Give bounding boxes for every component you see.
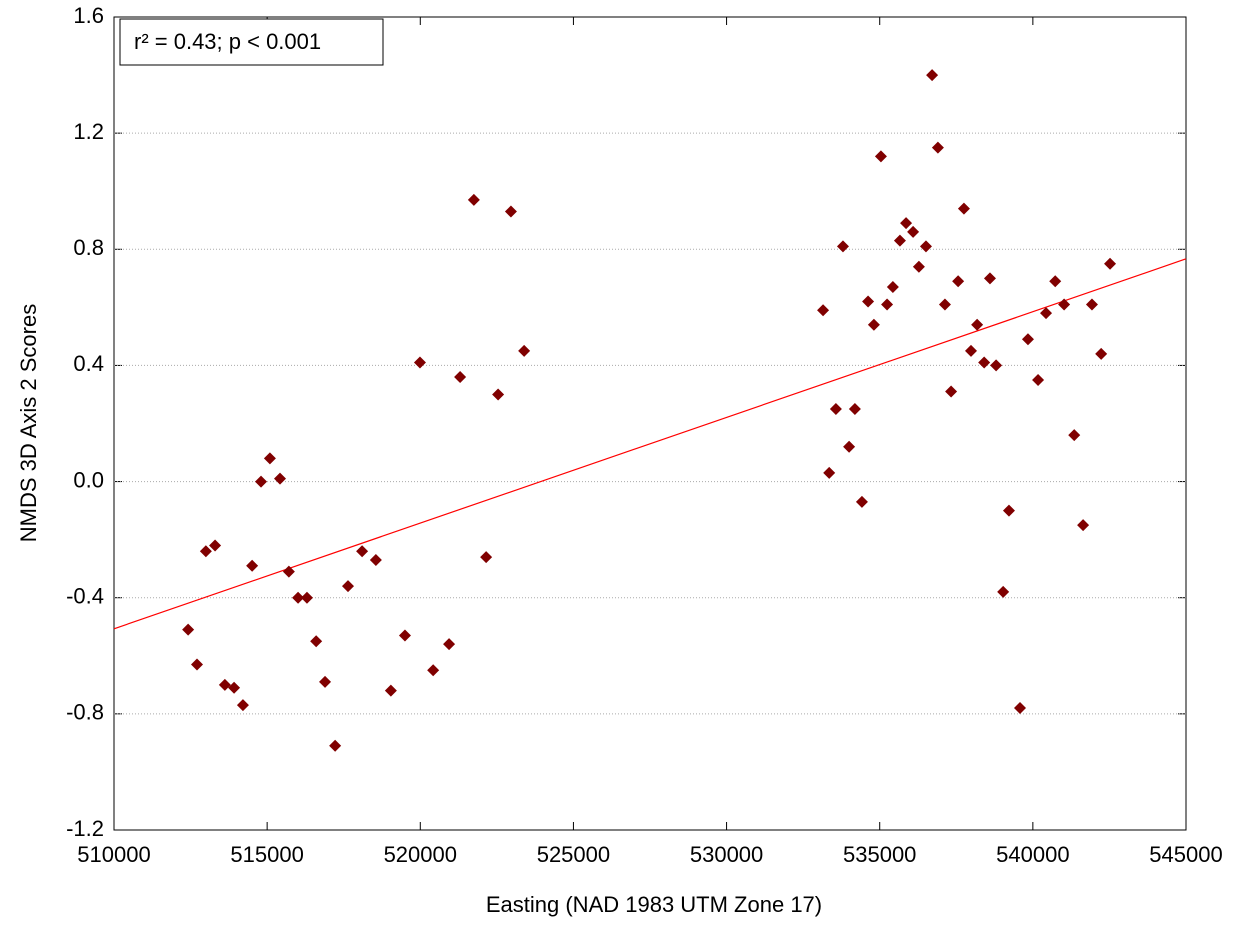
data-point — [978, 356, 991, 369]
data-point — [518, 344, 531, 357]
data-point — [1085, 298, 1098, 311]
data-point — [443, 638, 456, 651]
data-point — [236, 699, 249, 712]
data-point — [893, 234, 906, 247]
data-point — [454, 371, 467, 384]
y-tick-label: 0.4 — [73, 351, 104, 376]
data-point — [218, 678, 231, 691]
data-point — [952, 275, 965, 288]
x-tick-label: 530000 — [690, 842, 763, 867]
data-point — [886, 281, 899, 294]
data-point — [907, 225, 920, 238]
data-point — [862, 295, 875, 308]
data-point — [1068, 429, 1081, 442]
data-point — [881, 298, 894, 311]
data-point — [938, 298, 951, 311]
data-point — [342, 580, 355, 593]
data-point — [369, 553, 382, 566]
data-point — [310, 635, 323, 648]
data-point — [413, 356, 426, 369]
data-point — [829, 402, 842, 415]
data-point — [329, 739, 342, 752]
data-point — [182, 623, 195, 636]
data-point — [971, 318, 984, 331]
data-point — [919, 240, 932, 253]
x-tick-label: 525000 — [537, 842, 610, 867]
x-tick-label: 515000 — [230, 842, 303, 867]
data-point — [874, 150, 887, 163]
data-point — [274, 472, 287, 485]
y-tick-label: -1.2 — [66, 816, 104, 841]
data-point — [836, 240, 849, 253]
x-axis-label: Easting (NAD 1983 UTM Zone 17) — [486, 892, 822, 917]
data-point — [255, 475, 268, 488]
data-point — [900, 217, 913, 230]
data-point — [1032, 373, 1045, 386]
data-point — [855, 495, 868, 508]
data-point — [817, 304, 830, 317]
data-point — [504, 205, 517, 218]
data-point — [1040, 307, 1053, 320]
data-point — [246, 559, 259, 572]
x-tick-label: 540000 — [996, 842, 1069, 867]
data-point — [867, 318, 880, 331]
data-point — [480, 551, 493, 564]
data-point — [398, 629, 411, 642]
data-point — [957, 202, 970, 215]
data-point — [931, 141, 944, 154]
annotation-box — [119, 18, 384, 66]
data-point — [282, 565, 295, 578]
data-point — [983, 272, 996, 285]
data-point — [848, 402, 861, 415]
data-point — [492, 388, 505, 401]
y-tick-label: -0.8 — [66, 700, 104, 725]
data-point — [945, 385, 958, 398]
data-point — [1104, 257, 1117, 270]
data-point — [356, 545, 369, 558]
data-point — [843, 440, 856, 453]
x-tick-label: 510000 — [77, 842, 150, 867]
trend-line — [113, 258, 1187, 630]
annotation: r² = 0.43; p < 0.001 — [134, 29, 321, 54]
data-point — [823, 466, 836, 479]
y-tick-label: -0.4 — [66, 584, 104, 609]
data-point — [926, 69, 939, 82]
data-point — [427, 664, 440, 677]
data-point — [1021, 333, 1034, 346]
data-point — [1077, 519, 1090, 532]
data-point — [300, 591, 313, 604]
data-point — [1013, 702, 1026, 715]
data-point — [1095, 347, 1108, 360]
data-point — [964, 344, 977, 357]
data-point — [1049, 275, 1062, 288]
data-point — [912, 260, 925, 273]
plot-frame — [113, 16, 1187, 831]
data-point — [228, 681, 241, 694]
y-tick-label: 1.2 — [73, 119, 104, 144]
data-point — [319, 675, 332, 688]
data-point — [263, 452, 276, 465]
x-tick-label: 545000 — [1149, 842, 1222, 867]
y-axis-label: NMDS 3D Axis 2 Scores — [16, 304, 41, 542]
data-point — [209, 539, 222, 552]
y-tick-label: 0.8 — [73, 235, 104, 260]
data-point — [990, 359, 1003, 372]
data-point — [199, 545, 212, 558]
x-tick-label: 535000 — [843, 842, 916, 867]
y-tick-label: 0.0 — [73, 467, 104, 492]
x-tick-label: 520000 — [384, 842, 457, 867]
data-point — [1058, 298, 1071, 311]
y-tick-label: 1.6 — [73, 3, 104, 28]
data-point — [384, 684, 397, 697]
data-point — [191, 658, 204, 671]
data-point — [997, 585, 1010, 598]
data-point — [1002, 504, 1015, 517]
data-point — [292, 591, 305, 604]
data-point — [467, 193, 480, 206]
